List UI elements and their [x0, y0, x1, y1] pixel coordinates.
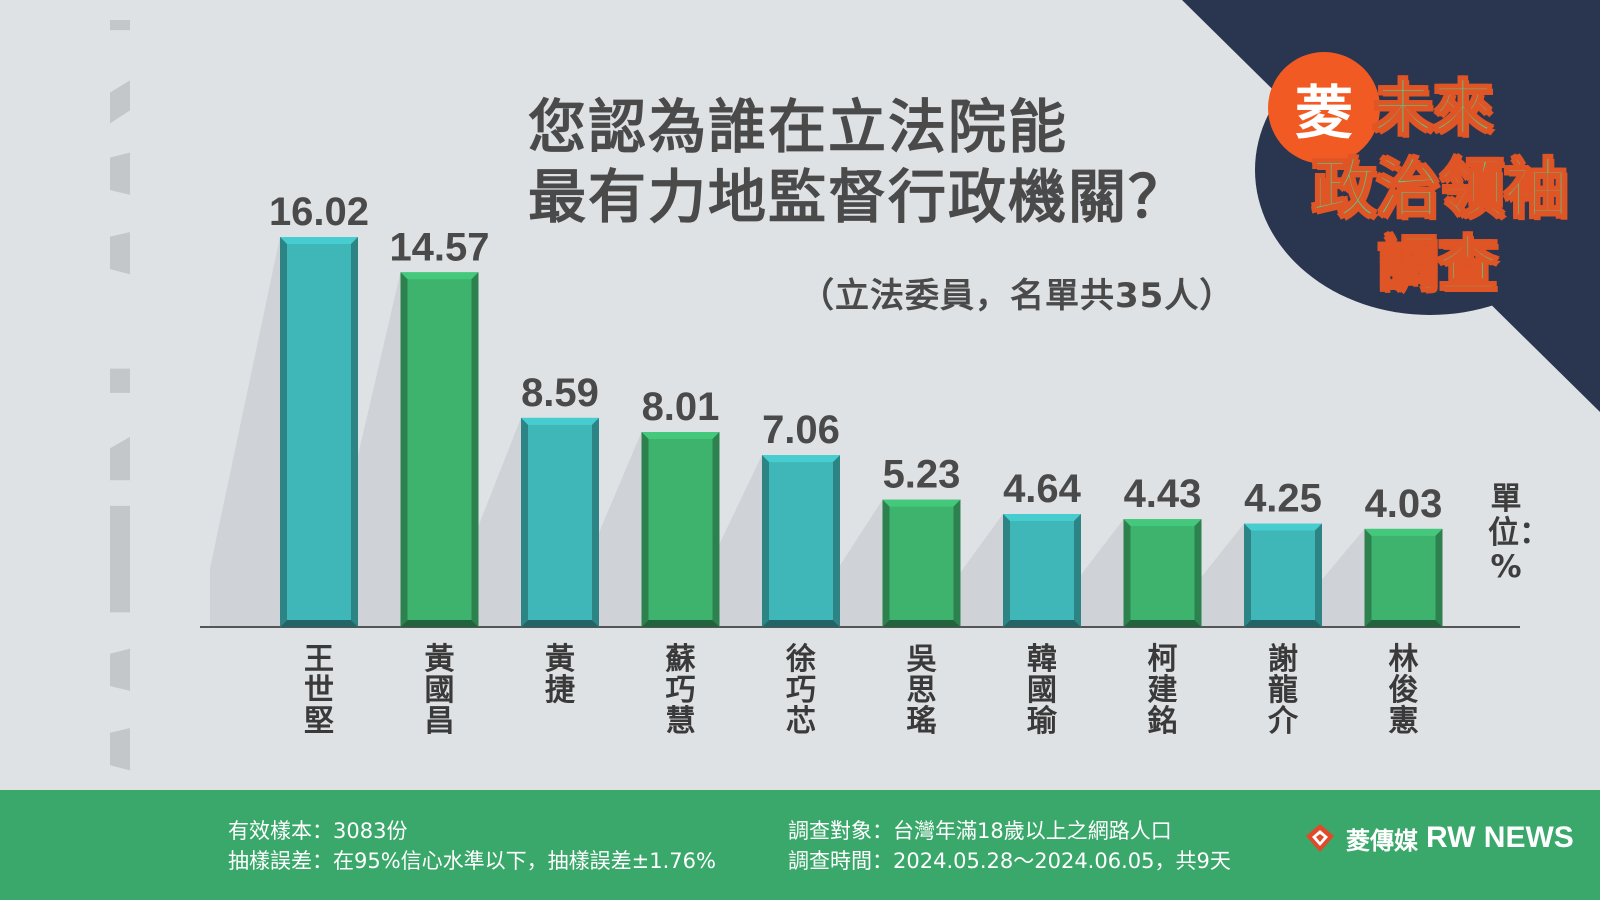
bar-bevel-right: [712, 432, 720, 627]
unit-label: 單位：%: [1488, 481, 1550, 585]
bar-bevel-bottom: [1123, 620, 1202, 627]
bar-bevel-bottom: [521, 620, 599, 627]
bar-shadow: [210, 237, 280, 627]
category-label: 黃捷: [545, 642, 575, 708]
category-label: 蘇巧慧: [666, 642, 696, 739]
chart-subtitle: （立法委員，名單共35人）: [800, 276, 1235, 316]
bar-bevel-bottom: [280, 620, 358, 627]
bar-bevel-left: [641, 432, 649, 627]
bar-bevel-left: [521, 417, 528, 627]
bar-bevel-bottom: [1244, 620, 1322, 627]
bar: [1244, 523, 1322, 627]
bar-bevel-right: [1435, 528, 1443, 627]
bar-value-label: 4.25: [1244, 477, 1322, 521]
badge-line-3: 調查: [1377, 229, 1499, 301]
survey-target-text: 調查對象：台灣年滿18歲以上之網路人口: [788, 819, 1172, 843]
bar: [1123, 519, 1202, 627]
bar-bevel-top: [762, 455, 840, 463]
bar-value-label: 8.59: [521, 371, 599, 415]
bar: [762, 455, 840, 627]
bar-value-label: 5.23: [883, 453, 961, 497]
bar-bevel-top: [1123, 519, 1202, 527]
category-label: 黃國昌: [425, 642, 455, 739]
bar-bevel-right: [471, 272, 479, 627]
bar-bevel-right: [953, 499, 961, 627]
bar-value-label: 16.02: [269, 190, 369, 234]
bar: [280, 237, 358, 627]
bar-value-label: 14.57: [389, 225, 489, 269]
footer-left: 有效樣本：3083份 抽樣誤差：在95%信心水準以下，抽樣誤差±1.76%: [228, 816, 716, 876]
bar-bevel-right: [592, 417, 599, 627]
bar-value-label: 7.06: [762, 408, 840, 452]
brand-logo: 菱傳媒 RW NEWS: [1302, 820, 1574, 856]
badge-line-2: 政治領袖: [1311, 152, 1569, 228]
bar: [1364, 528, 1443, 627]
category-label: 柯建銘: [1148, 642, 1178, 739]
bar-bevel-left: [1123, 519, 1131, 627]
bar: [882, 499, 961, 627]
bar-bevel-top: [400, 272, 479, 280]
category-label: 林俊憲: [1389, 642, 1419, 739]
bar-bevel-top: [521, 417, 599, 425]
category-label: 徐巧芯: [785, 642, 816, 739]
survey-badge: 菱 未來 政治領袖 調查: [1268, 38, 1588, 318]
footer-right: 調查對象：台灣年滿18歲以上之網路人口 調查時間：2024.05.28～2024…: [788, 816, 1231, 876]
bar: [641, 432, 720, 627]
badge-circle: 菱: [1268, 52, 1380, 164]
title-line-1: 您認為誰在立法院能: [528, 93, 1069, 161]
bar-bevel-top: [1003, 514, 1081, 522]
bar-bevel-right: [351, 237, 358, 627]
bar-bevel-right: [833, 455, 840, 627]
category-label: 謝龍介: [1267, 642, 1299, 739]
bar-bevel-right: [1074, 514, 1081, 627]
bar-bevel-top: [1364, 528, 1443, 536]
bar-bevel-top: [1244, 523, 1322, 531]
bar-bevel-bottom: [400, 620, 479, 627]
bar-value-label: 4.03: [1365, 482, 1443, 526]
badge-line-1: 未來: [1372, 73, 1494, 145]
bar-bevel-right: [1194, 519, 1202, 627]
bar-bevel-left: [280, 237, 287, 627]
bar-value-label: 8.01: [642, 385, 720, 429]
survey-period-text: 調查時間：2024.05.28～2024.06.05，共9天: [788, 849, 1231, 873]
logo-icon: [1306, 824, 1334, 852]
footer-bar: 有效樣本：3083份 抽樣誤差：在95%信心水準以下，抽樣誤差±1.76% 調查…: [0, 790, 1600, 900]
bar-bevel-bottom: [641, 620, 720, 627]
bar-bevel-top: [280, 237, 358, 244]
bar-bevel-left: [1364, 528, 1372, 627]
bar-bevel-top: [882, 499, 961, 507]
bar-value-label: 4.64: [1003, 467, 1082, 511]
bar-chart: 16.02 王世堅 14.57 黃國昌 8.59 黃捷 8.01 蘇巧慧 7.06 徐巧芯 5.23…: [200, 190, 1520, 739]
bar-bevel-bottom: [882, 620, 961, 627]
logo-en-text: RW NEWS: [1426, 821, 1574, 854]
chart-title: 您認為誰在立法院能 最有力地監督行政機關？: [528, 92, 1188, 232]
bar-bevel-right: [1315, 523, 1322, 627]
bar: [1003, 514, 1081, 627]
bar-value-label: 4.43: [1124, 472, 1202, 516]
sampling-error-text: 抽樣誤差：在95%信心水準以下，抽樣誤差±1.76%: [228, 849, 716, 873]
logo-cn-text: 菱傳媒: [1346, 826, 1418, 855]
bar-bevel-left: [1003, 514, 1010, 627]
bar-bevel-bottom: [762, 620, 840, 627]
bar-bevel-bottom: [1364, 620, 1443, 627]
bar-bevel-left: [400, 272, 408, 627]
bar-bevel-top: [641, 432, 720, 439]
bar: [521, 417, 599, 627]
title-line-2: 最有力地監督行政機關？: [528, 163, 1189, 231]
bar-bevel-bottom: [1003, 620, 1081, 627]
bar: [400, 272, 479, 627]
bar-bevel-left: [882, 499, 890, 627]
bar-bevel-left: [1244, 523, 1251, 627]
category-label: 王世堅: [304, 642, 334, 739]
bar-bevel-left: [762, 455, 769, 627]
category-label: 吳思瑤: [907, 642, 938, 739]
category-label: 韓國瑜: [1027, 642, 1058, 739]
sample-size-text: 有效樣本：3083份: [228, 819, 408, 843]
